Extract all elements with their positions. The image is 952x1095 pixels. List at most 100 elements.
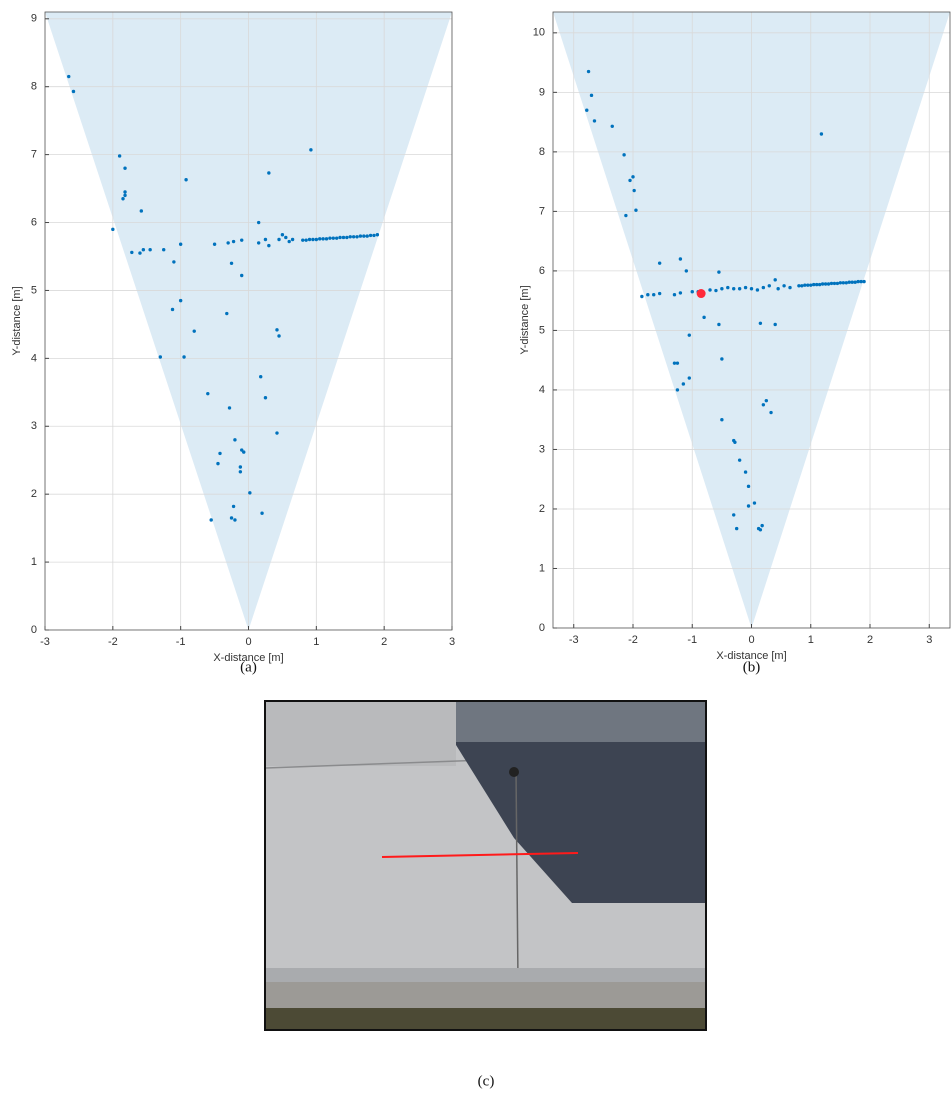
data-point [277, 237, 281, 242]
x-tick-label: 2 [867, 634, 873, 646]
y-tick-label: 8 [31, 81, 37, 93]
data-point [737, 458, 742, 462]
data-point [631, 175, 635, 179]
data-point [148, 247, 152, 252]
y-tick-label: 1 [539, 562, 545, 574]
plot-border [552, 11, 951, 629]
data-point [702, 315, 706, 320]
data-point [304, 238, 308, 242]
x-tick-label: -3 [40, 636, 50, 648]
data-point [819, 132, 824, 136]
data-point [657, 261, 662, 265]
x-tick-label: -1 [687, 634, 697, 646]
data-point [311, 237, 315, 242]
x-tick-label: 2 [381, 636, 387, 648]
data-point [820, 282, 825, 286]
data-point [708, 288, 712, 292]
data-point [307, 237, 312, 242]
y-tick-label: 3 [31, 420, 37, 432]
data-point [372, 233, 376, 238]
data-point [782, 284, 786, 288]
data-point [717, 270, 721, 274]
data-point [67, 74, 71, 79]
data-point [178, 242, 183, 246]
data-point [589, 93, 594, 98]
data-point [301, 238, 305, 242]
data-point [832, 281, 837, 286]
data-point [675, 361, 680, 365]
data-point [138, 251, 142, 255]
wall-base [266, 968, 705, 982]
data-point [206, 391, 210, 396]
data-point [812, 282, 816, 287]
data-point [263, 396, 268, 400]
data-point [231, 239, 236, 244]
y-tick-label: 5 [31, 284, 37, 296]
data-point [672, 293, 677, 297]
caption: (b) [743, 659, 761, 675]
caption: (a) [240, 659, 257, 675]
data-point [117, 154, 122, 158]
data-point [182, 355, 186, 359]
data-point [761, 285, 766, 290]
data-point [170, 307, 175, 312]
data-point [803, 283, 807, 287]
data-point [585, 108, 589, 112]
data-point [657, 291, 662, 296]
x-tick-label: -1 [176, 636, 186, 648]
data-point [233, 518, 237, 522]
data-point [172, 260, 176, 264]
data-point [130, 250, 134, 255]
x-tick-label: 3 [926, 634, 932, 646]
shadow [456, 702, 705, 903]
data-point [859, 279, 863, 284]
data-point [749, 287, 754, 291]
x-tick-label: 3 [449, 636, 455, 648]
data-point [862, 279, 866, 284]
data-point [841, 281, 846, 285]
caption: (c) [478, 1073, 495, 1089]
data-point [755, 288, 760, 292]
data-point [358, 234, 363, 238]
data-point [732, 287, 736, 291]
data-point [853, 280, 857, 284]
data-point [652, 293, 656, 297]
data-point [632, 188, 636, 193]
data-point [240, 238, 244, 242]
data-point [287, 239, 291, 244]
x-tick-label: -3 [569, 634, 579, 646]
x-axis-label: X-distance [m] [716, 650, 786, 662]
data-point [362, 234, 366, 238]
data-point [123, 166, 127, 170]
data-point [267, 171, 271, 175]
data-point [838, 281, 843, 285]
y-tick-label: 3 [539, 443, 545, 455]
y-tick-label: 7 [539, 205, 545, 217]
data-point [178, 298, 183, 303]
data-point [610, 124, 614, 128]
data-point [141, 247, 146, 252]
plot-border [44, 11, 453, 631]
data-point [260, 511, 264, 515]
data-point [717, 322, 721, 327]
data-point [348, 235, 352, 239]
plot-area [553, 12, 950, 628]
data-point [375, 233, 380, 237]
x-tick-label: -2 [108, 636, 118, 648]
data-point [788, 285, 792, 290]
data-point [720, 417, 724, 422]
data-point [847, 280, 851, 284]
data-point [324, 237, 329, 241]
data-point [681, 382, 686, 386]
y-axis-label: Y-distance [m] [519, 285, 531, 354]
data-point [672, 361, 677, 365]
data-point [321, 237, 325, 241]
data-point [242, 450, 246, 454]
data-point [229, 516, 234, 520]
stones [266, 982, 705, 1010]
data-point [640, 294, 644, 299]
data-point [758, 321, 763, 325]
data-point [341, 235, 346, 240]
data-point [764, 398, 769, 403]
data-point [328, 236, 332, 240]
